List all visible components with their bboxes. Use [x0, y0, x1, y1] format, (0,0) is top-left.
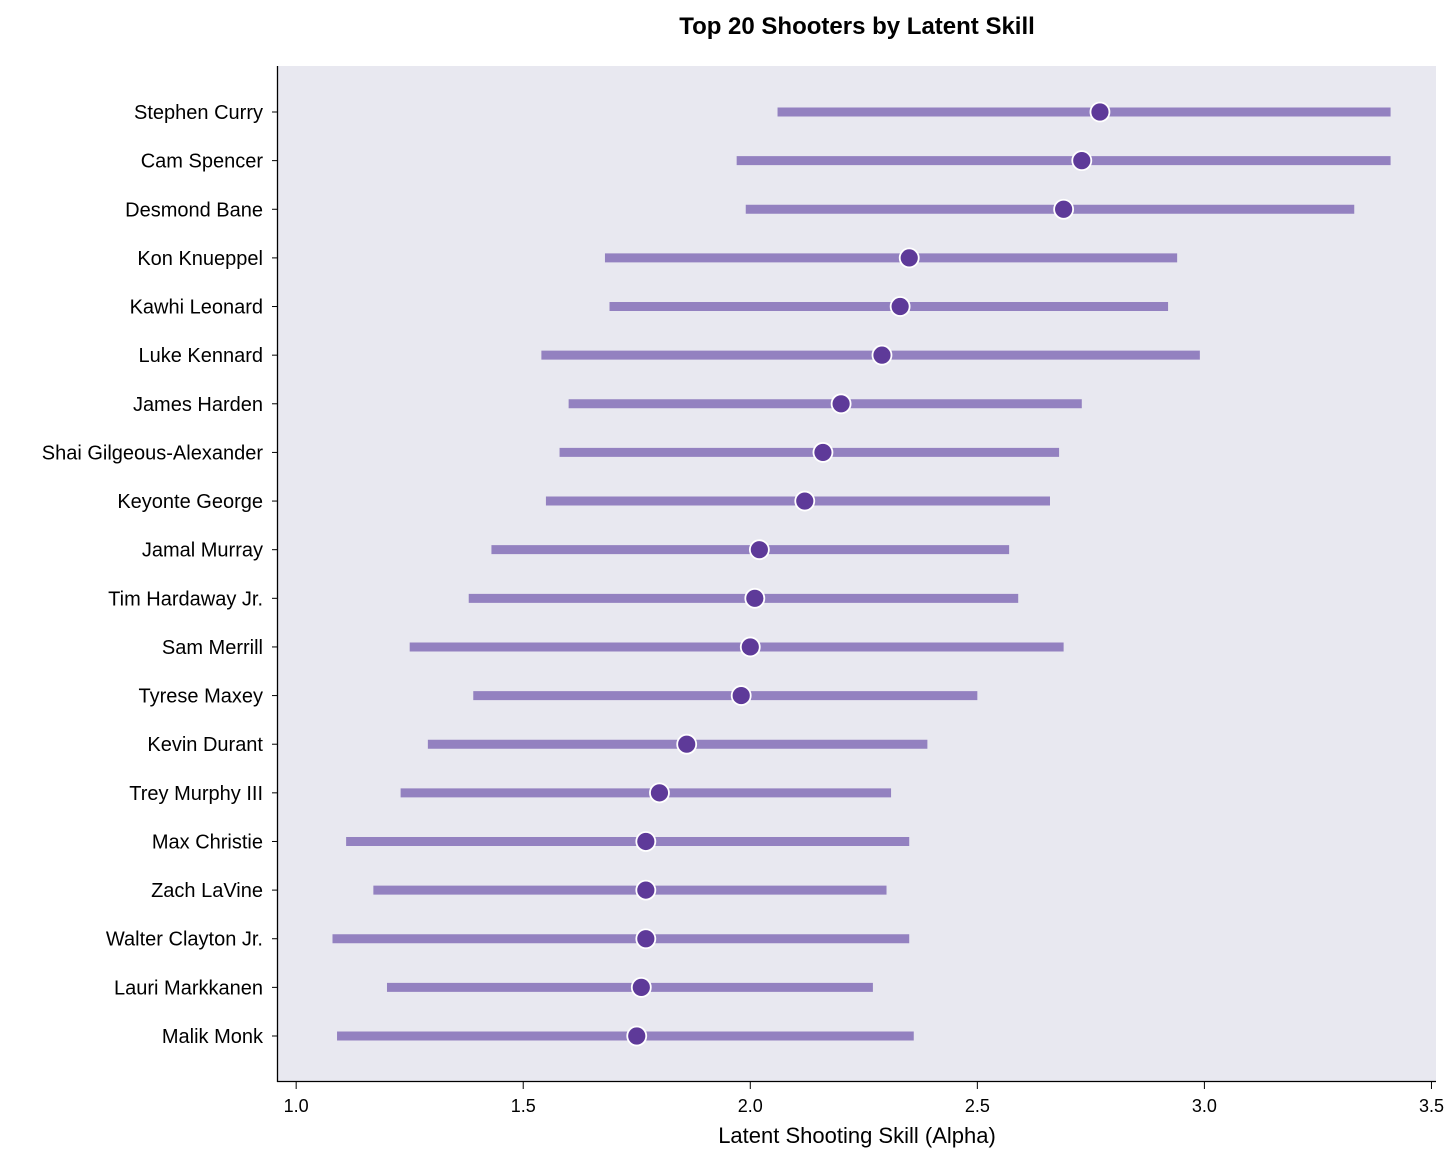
- x-tick-label: 1.0: [284, 1096, 309, 1116]
- alpha-point: [871, 344, 893, 366]
- alpha-point: [1053, 198, 1075, 220]
- y-tick-label: Max Christie: [152, 831, 263, 853]
- y-tick-label: Kawhi Leonard: [130, 297, 263, 319]
- chart-title: Top 20 Shooters by Latent Skill: [679, 13, 1035, 40]
- x-tick-label: 2.0: [738, 1096, 763, 1116]
- x-tick-label: 1.5: [511, 1096, 536, 1116]
- x-tick-label: 3.0: [1192, 1096, 1217, 1116]
- alpha-point: [635, 879, 657, 901]
- alpha-point: [626, 1025, 648, 1047]
- y-tick-label: Kevin Durant: [147, 734, 263, 756]
- y-tick-label: Walter Clayton Jr.: [106, 929, 263, 951]
- y-tick-label: Tim Hardaway Jr.: [108, 588, 263, 610]
- alpha-point: [676, 733, 698, 755]
- y-tick-label: Tyrese Maxey: [139, 686, 263, 708]
- y-tick-label: Shai Gilgeous-Alexander: [42, 442, 264, 464]
- y-tick-label: Desmond Bane: [125, 199, 263, 221]
- x-tick-label: 3.5: [1419, 1096, 1444, 1116]
- y-tick-label: Cam Spencer: [141, 151, 264, 173]
- alpha-point: [794, 490, 816, 512]
- y-tick-labels: Stephen Curry Cam Spencer Desmond Bane Kon …: [42, 102, 277, 1048]
- y-tick-label: Malik Monk: [162, 1026, 264, 1048]
- x-tick-label: 2.5: [965, 1096, 990, 1116]
- y-tick-label: Stephen Curry: [134, 102, 263, 124]
- point-layer: [626, 101, 1111, 1047]
- alpha-point: [635, 928, 657, 950]
- alpha-point: [1089, 101, 1111, 123]
- y-tick-label: Luke Kennard: [138, 345, 263, 367]
- x-axis-label: Latent Shooting Skill (Alpha): [718, 1123, 996, 1148]
- y-tick-label: Jamal Murray: [142, 540, 263, 562]
- alpha-point: [635, 831, 657, 852]
- x-tick-layer: 1.0 1.5 2.0 2.5 3.0 3.5: [284, 1082, 1444, 1116]
- alpha-point: [812, 442, 834, 463]
- alpha-point: [649, 782, 670, 804]
- plot-area: [278, 66, 1436, 1082]
- alpha-point: [730, 685, 752, 706]
- y-tick-label: James Harden: [133, 394, 263, 416]
- y-tick-label: Zach LaVine: [151, 880, 263, 902]
- alpha-point: [830, 393, 852, 415]
- y-tick-label: Lauri Markkanen: [114, 977, 263, 999]
- alpha-point: [748, 539, 770, 561]
- y-tick-label: Sam Merrill: [162, 637, 263, 659]
- alpha-point: [739, 636, 761, 658]
- alpha-point: [744, 587, 766, 609]
- alpha-point: [630, 976, 652, 998]
- alpha-point: [1071, 150, 1093, 172]
- y-tick-label: Trey Murphy III: [129, 783, 263, 805]
- y-tick-label: Kon Knueppel: [137, 248, 263, 270]
- alpha-point: [898, 247, 920, 269]
- y-tick-label: Keyonte George: [117, 491, 263, 513]
- alpha-point: [889, 296, 911, 317]
